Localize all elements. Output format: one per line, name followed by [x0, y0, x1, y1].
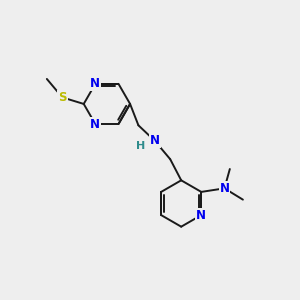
- Text: N: N: [90, 77, 100, 90]
- Text: N: N: [220, 182, 230, 195]
- Text: N: N: [150, 134, 160, 147]
- Text: H: H: [136, 141, 145, 151]
- Text: N: N: [150, 134, 160, 147]
- Text: N: N: [90, 118, 100, 130]
- Text: N: N: [196, 208, 206, 222]
- Text: N: N: [220, 182, 230, 195]
- Text: S: S: [58, 91, 67, 104]
- Text: S: S: [58, 91, 67, 104]
- Text: H: H: [136, 141, 145, 151]
- Text: N: N: [90, 118, 100, 130]
- Text: N: N: [90, 77, 100, 90]
- Text: N: N: [196, 208, 206, 222]
